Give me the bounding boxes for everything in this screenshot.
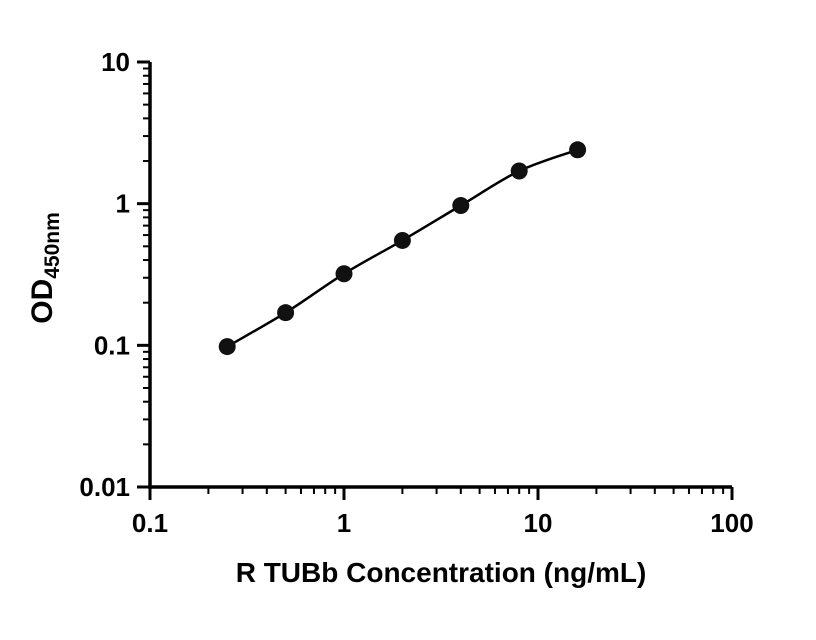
data-point-marker	[218, 338, 236, 356]
x-tick-label: 10	[524, 508, 553, 538]
x-axis-title: R TUBb Concentration (ng/mL)	[236, 557, 647, 588]
data-point-marker	[510, 162, 528, 180]
y-axis-title-main: OD	[26, 279, 59, 324]
x-tick-label: 100	[710, 508, 753, 538]
data-point-marker	[335, 265, 353, 283]
y-axis-title: OD450nm	[26, 212, 64, 324]
data-point-marker	[393, 231, 411, 249]
axes-group	[148, 62, 732, 489]
x-tick-label: 0.1	[132, 508, 168, 538]
y-tick-label: 0.01	[79, 472, 130, 502]
y-tick-label: 0.1	[94, 330, 130, 360]
y-tick-label: 1	[116, 189, 130, 219]
x-tick-label: 1	[337, 508, 351, 538]
data-series-group	[218, 141, 587, 356]
y-axis-title-subscript: 450nm	[41, 212, 64, 279]
data-point-marker	[452, 197, 470, 215]
data-point-marker	[569, 141, 587, 159]
y-tick-label: 10	[101, 47, 130, 77]
data-point-marker	[277, 304, 295, 322]
ticks-group	[137, 60, 734, 500]
